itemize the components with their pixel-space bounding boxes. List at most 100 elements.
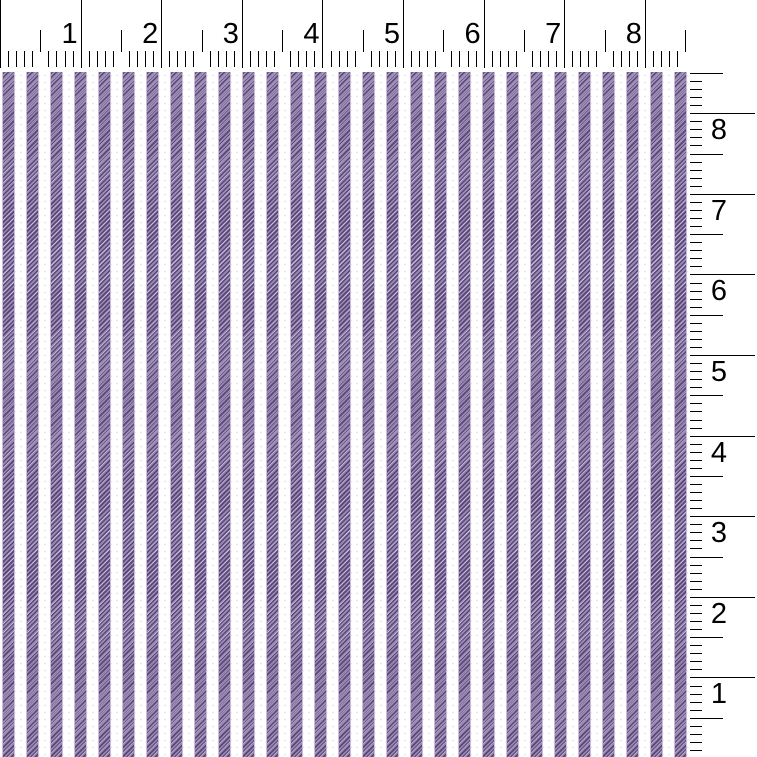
top-ruler-minor-tick bbox=[636, 51, 638, 67]
top-ruler-minor-tick bbox=[507, 51, 509, 67]
right-ruler-minor-tick bbox=[690, 733, 702, 735]
top-ruler-minor-tick bbox=[290, 51, 292, 67]
top-ruler-minor-tick bbox=[112, 51, 114, 67]
right-ruler-minor-tick bbox=[690, 411, 702, 413]
top-ruler-half-tick bbox=[685, 30, 687, 52]
right-ruler-minor-tick bbox=[690, 121, 702, 123]
right-ruler-minor-tick bbox=[690, 419, 702, 421]
right-ruler-minor-tick bbox=[690, 209, 702, 211]
right-ruler-minor-tick bbox=[690, 161, 702, 163]
fabric-stripe bbox=[242, 72, 255, 757]
top-ruler-half-tick bbox=[120, 30, 122, 52]
right-ruler-minor-tick bbox=[690, 749, 702, 751]
right-ruler-half-tick bbox=[690, 153, 723, 155]
top-ruler-minor-tick bbox=[596, 51, 598, 67]
fabric-stripe bbox=[410, 72, 423, 757]
right-ruler-number: 3 bbox=[710, 517, 728, 550]
right-ruler-number: 1 bbox=[710, 678, 728, 711]
fabric-stripe bbox=[626, 72, 639, 757]
top-ruler-number: 5 bbox=[383, 18, 401, 50]
right-ruler-minor-tick bbox=[690, 725, 702, 727]
fabric-stripe bbox=[554, 72, 567, 757]
right-ruler-minor-tick bbox=[690, 226, 702, 227]
top-ruler-half-tick bbox=[201, 30, 203, 52]
top-ruler-minor-tick bbox=[169, 51, 171, 67]
right-ruler-minor-tick bbox=[690, 129, 702, 131]
fabric-stripe bbox=[506, 72, 519, 757]
top-ruler-minor-tick bbox=[153, 51, 155, 67]
top-ruler-minor-tick bbox=[257, 51, 259, 67]
top-ruler-minor-tick bbox=[129, 51, 130, 67]
fabric-stripe bbox=[362, 72, 375, 757]
right-ruler-minor-tick bbox=[690, 89, 702, 90]
top-ruler-minor-tick bbox=[677, 51, 678, 67]
top-ruler-minor-tick bbox=[556, 51, 558, 67]
top-ruler-minor-tick bbox=[306, 51, 308, 67]
fabric-stripe bbox=[122, 72, 135, 757]
top-ruler-number: 7 bbox=[545, 18, 562, 50]
right-ruler-minor-tick bbox=[690, 427, 702, 429]
right-ruler-minor-tick bbox=[690, 242, 702, 244]
right-ruler-minor-tick bbox=[690, 169, 702, 171]
right-ruler-number: 5 bbox=[710, 356, 728, 388]
right-ruler-inch-tick bbox=[690, 516, 755, 518]
top-ruler-minor-tick bbox=[378, 51, 380, 67]
right-ruler-minor-tick bbox=[690, 266, 702, 268]
right-ruler-half-tick bbox=[690, 717, 723, 719]
right-ruler-minor-tick bbox=[690, 685, 702, 687]
top-ruler-minor-tick bbox=[8, 51, 10, 67]
right-ruler-half-tick bbox=[690, 234, 723, 236]
top-ruler-minor-tick bbox=[338, 51, 340, 67]
right-ruler-half-tick bbox=[690, 72, 723, 74]
top-ruler-inch-tick bbox=[403, 0, 404, 68]
fabric-stripe bbox=[26, 72, 39, 757]
right-ruler-inch-tick bbox=[690, 193, 755, 195]
right-ruler-inch-tick bbox=[690, 596, 755, 598]
fabric-stripe bbox=[458, 72, 471, 757]
right-ruler-minor-tick bbox=[690, 330, 702, 332]
top-ruler-minor-tick bbox=[330, 51, 332, 67]
top-ruler-inch-tick bbox=[483, 0, 485, 68]
right-ruler-minor-tick bbox=[690, 363, 702, 365]
top-ruler-minor-tick bbox=[56, 51, 58, 67]
right-ruler-minor-tick bbox=[690, 201, 702, 203]
right-ruler-minor-tick bbox=[690, 459, 702, 461]
top-ruler-number: 8 bbox=[625, 18, 642, 50]
fabric-stripe bbox=[602, 72, 615, 757]
top-ruler-minor-tick bbox=[580, 51, 582, 67]
fabric-stripe bbox=[434, 72, 447, 757]
top-ruler-minor-tick bbox=[540, 51, 541, 67]
right-ruler-minor-tick bbox=[690, 508, 702, 510]
right-ruler-minor-tick bbox=[690, 532, 702, 534]
top-ruler-number: 2 bbox=[142, 18, 159, 50]
right-ruler-minor-tick bbox=[690, 137, 702, 139]
top-ruler-minor-tick bbox=[475, 51, 477, 67]
top-ruler: 1 2 3 4 5 6 7 8 bbox=[0, 0, 690, 72]
right-ruler-minor-tick bbox=[690, 105, 702, 107]
right-ruler-minor-tick bbox=[690, 572, 702, 574]
top-ruler-minor-tick bbox=[548, 51, 550, 67]
right-ruler-minor-tick bbox=[690, 81, 702, 82]
top-ruler-minor-tick bbox=[32, 51, 34, 67]
top-ruler-minor-tick bbox=[64, 51, 66, 67]
top-ruler-number: 3 bbox=[222, 18, 239, 50]
right-ruler-minor-tick bbox=[690, 588, 702, 590]
right-ruler-half-tick bbox=[690, 556, 723, 558]
top-ruler-minor-tick bbox=[209, 51, 211, 67]
right-ruler-minor-tick bbox=[690, 661, 702, 663]
top-ruler-minor-tick bbox=[669, 51, 670, 67]
right-ruler-number: 4 bbox=[710, 436, 728, 469]
top-ruler-minor-tick bbox=[419, 51, 421, 67]
right-ruler-minor-tick bbox=[690, 322, 702, 324]
fabric-stripe bbox=[50, 72, 63, 757]
top-ruler-half-tick bbox=[362, 30, 364, 52]
top-ruler-minor-tick bbox=[370, 51, 372, 67]
right-ruler-minor-tick bbox=[690, 653, 702, 655]
right-ruler-inch-tick bbox=[690, 435, 755, 437]
right-ruler-minor-tick bbox=[690, 645, 702, 647]
right-ruler-inch-tick bbox=[690, 113, 755, 115]
fabric-stripe bbox=[338, 72, 351, 757]
top-ruler-minor-tick bbox=[411, 51, 413, 67]
fabric-stripe bbox=[266, 72, 279, 757]
right-ruler: 8 7 6 5 4 3 2 1 bbox=[690, 72, 757, 757]
